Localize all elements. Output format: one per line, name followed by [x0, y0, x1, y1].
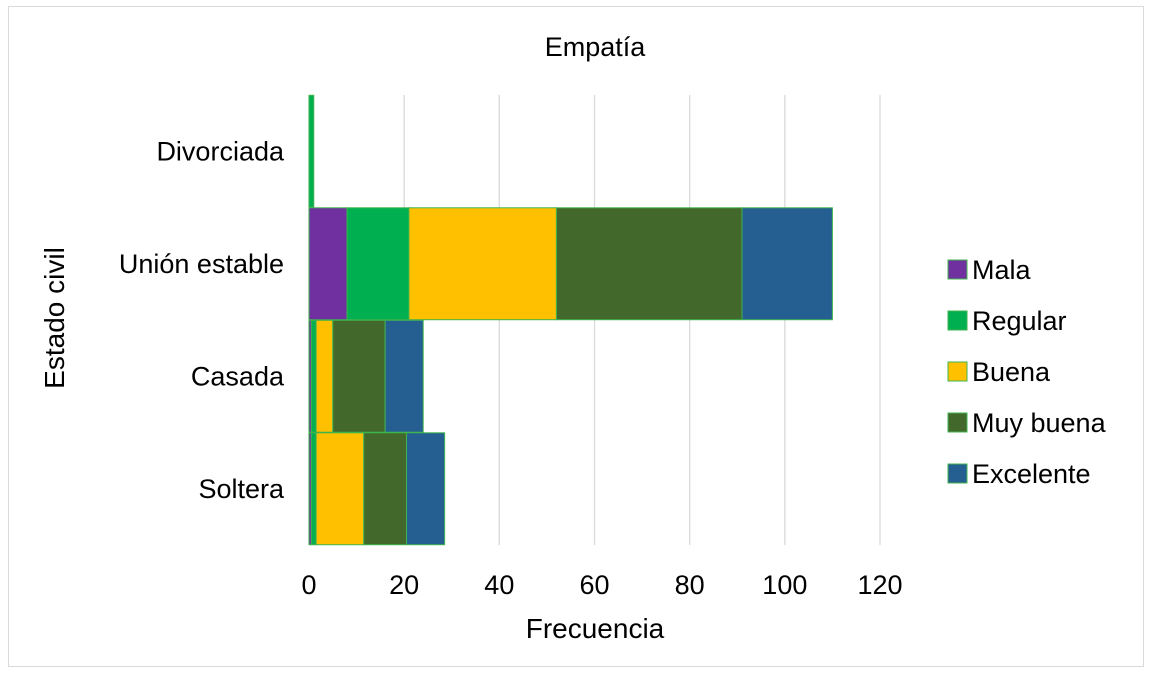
x-tick-label-3: 60 — [579, 570, 609, 600]
bar-2-3 — [332, 319, 386, 433]
bar-2-4 — [384, 319, 424, 433]
legend-swatch-4 — [947, 463, 968, 484]
bar-1-3 — [555, 207, 743, 321]
bar-2-1 — [310, 319, 317, 433]
legend-swatch-2 — [947, 361, 968, 382]
y-tick-label-1: Unión estable — [119, 249, 284, 279]
x-axis-title: Frecuencia — [526, 613, 665, 644]
bars — [308, 94, 833, 546]
bar-3-3 — [363, 432, 408, 546]
x-tick-labels: 0 20 40 60 80 100 120 — [301, 570, 902, 600]
legend-swatch-3 — [947, 412, 968, 433]
y-tick-label-0: Divorciada — [156, 136, 285, 166]
chart-frame — [8, 6, 1144, 667]
bar-0-1 — [308, 94, 315, 208]
chart-title: Empatía — [545, 32, 647, 62]
x-tick-label-4: 80 — [675, 570, 705, 600]
legend-label-2: Buena — [972, 357, 1051, 387]
x-tick-label-2: 40 — [484, 570, 514, 600]
y-axis-title: Estado civil — [39, 247, 70, 389]
legend-swatch-0 — [947, 259, 968, 280]
legend-swatch-1 — [947, 310, 968, 331]
bar-2-2 — [315, 319, 334, 433]
y-tick-label-3: Soltera — [198, 474, 285, 504]
bar-1-2 — [408, 207, 557, 321]
bar-1-1 — [346, 207, 410, 321]
y-tick-label-2: Casada — [191, 361, 285, 391]
legend: Mala Regular Buena Muy buena Excelente — [947, 255, 1107, 489]
bar-1-0 — [308, 207, 348, 321]
x-tick-label-0: 0 — [301, 570, 316, 600]
x-tick-label-1: 20 — [389, 570, 419, 600]
legend-label-3: Muy buena — [972, 408, 1107, 438]
bar-3-2 — [315, 432, 365, 546]
legend-label-1: Regular — [972, 306, 1067, 336]
x-tick-label-5: 100 — [762, 570, 807, 600]
y-tick-labels: Divorciada Unión estable Casada Soltera — [119, 136, 285, 504]
bar-3-1 — [310, 432, 317, 546]
x-tick-label-6: 120 — [857, 570, 902, 600]
legend-label-0: Mala — [972, 255, 1032, 285]
bar-3-4 — [406, 432, 446, 546]
legend-label-4: Excelente — [972, 459, 1091, 489]
bar-1-4 — [741, 207, 833, 321]
